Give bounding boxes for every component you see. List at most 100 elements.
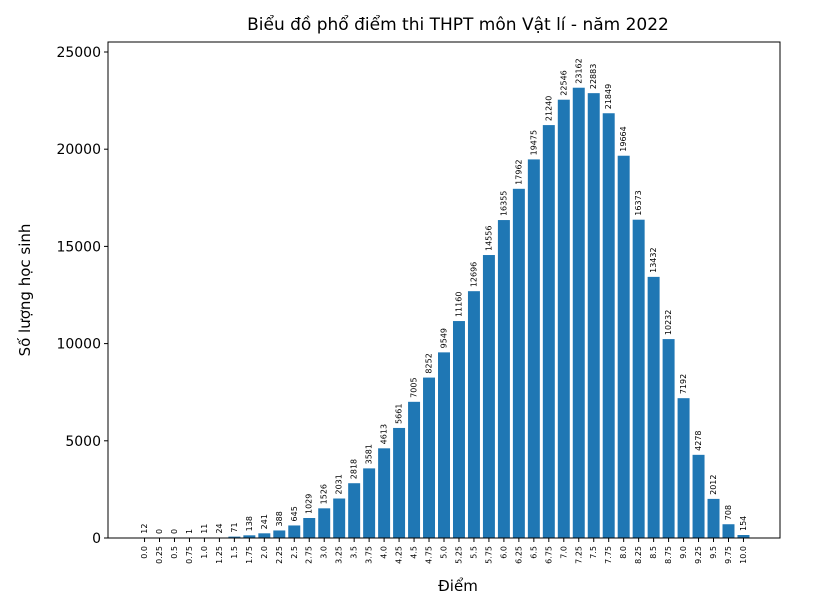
value-label: 22883 — [589, 64, 598, 89]
x-tick-label: 0.75 — [185, 546, 194, 564]
bar — [243, 535, 256, 538]
x-tick-label: 1.75 — [245, 546, 254, 564]
x-tick-label: 7.0 — [559, 546, 568, 559]
value-label: 0 — [155, 529, 164, 534]
value-label: 1029 — [305, 494, 314, 514]
bar — [452, 321, 465, 538]
bar — [482, 255, 495, 538]
x-tick-label: 0.25 — [155, 546, 164, 564]
value-label: 388 — [275, 511, 284, 526]
bar — [572, 87, 585, 538]
x-tick-label: 2.75 — [305, 546, 314, 564]
bar — [647, 276, 660, 538]
value-label: 2031 — [335, 474, 344, 494]
value-label: 0 — [170, 529, 179, 534]
bar — [587, 93, 600, 538]
bar — [662, 339, 675, 538]
x-tick-label: 9.0 — [679, 546, 688, 559]
value-label: 12696 — [469, 262, 478, 287]
value-label: 21849 — [604, 84, 613, 109]
bar — [467, 291, 480, 538]
x-tick-label: 8.5 — [649, 546, 658, 559]
x-tick-label: 4.5 — [410, 546, 419, 559]
axes-frame — [107, 41, 781, 539]
value-label: 19664 — [619, 126, 628, 151]
y-tick-label: 15000 — [56, 239, 101, 255]
value-label: 13432 — [649, 247, 658, 272]
value-label: 1 — [185, 529, 194, 534]
x-tick-label: 1.0 — [200, 546, 209, 559]
bar — [692, 454, 705, 538]
y-axis-label: Số lượng học sinh — [16, 224, 34, 357]
bar — [707, 498, 720, 538]
value-label: 9549 — [440, 328, 449, 348]
value-label: 7005 — [410, 377, 419, 397]
bar — [348, 483, 361, 538]
value-label: 71 — [230, 522, 239, 532]
x-tick-label: 8.25 — [634, 546, 643, 564]
value-label: 17962 — [514, 159, 523, 184]
value-label: 8252 — [425, 353, 434, 373]
x-tick-label: 5.25 — [454, 546, 463, 564]
x-tick-label: 2.25 — [275, 546, 284, 564]
value-label: 19475 — [529, 130, 538, 155]
x-tick-label: 0.0 — [140, 546, 149, 559]
value-label: 10232 — [664, 310, 673, 335]
bar — [393, 427, 406, 538]
x-tick-label: 3.0 — [320, 546, 329, 559]
value-label: 4278 — [694, 430, 703, 450]
y-tick-label: 25000 — [56, 45, 101, 61]
value-label: 2818 — [350, 459, 359, 479]
value-label: 22546 — [559, 70, 568, 95]
value-label: 645 — [290, 506, 299, 521]
x-tick-label: 0.5 — [170, 546, 179, 559]
x-tick-label: 2.5 — [290, 546, 299, 559]
x-tick-label: 6.25 — [514, 546, 523, 564]
x-tick-label: 5.0 — [440, 546, 449, 559]
bar — [557, 99, 570, 539]
value-label: 7192 — [679, 374, 688, 394]
y-tick-label: 20000 — [56, 142, 101, 158]
bar — [228, 536, 241, 538]
value-label: 12 — [140, 524, 149, 534]
value-label: 2012 — [709, 475, 718, 495]
x-tick-label: 4.75 — [425, 546, 434, 564]
x-tick-label: 9.75 — [724, 546, 733, 564]
bar — [318, 508, 331, 538]
x-tick-label: 9.5 — [709, 546, 718, 559]
bar — [512, 188, 525, 538]
value-label: 14556 — [484, 226, 493, 251]
x-tick-label: 9.25 — [694, 546, 703, 564]
bar — [527, 159, 540, 538]
chart-title: Biểu đồ phổ điểm thi THPT môn Vật lí - n… — [247, 14, 669, 35]
bar — [438, 352, 450, 538]
bar — [617, 155, 630, 538]
value-label: 3581 — [365, 444, 374, 464]
y-tick-label: 0 — [92, 531, 101, 547]
bar — [273, 530, 286, 538]
value-label: 708 — [724, 505, 733, 520]
value-label: 4613 — [380, 424, 389, 444]
x-tick-label: 3.75 — [365, 546, 374, 564]
value-label: 138 — [245, 516, 254, 531]
bar — [423, 377, 436, 538]
x-tick-label: 6.0 — [499, 546, 508, 559]
x-tick-label: 4.25 — [395, 546, 404, 564]
bar — [722, 524, 735, 538]
y-tick-label: 10000 — [56, 337, 101, 353]
x-tick-label: 7.5 — [589, 546, 598, 559]
bar — [288, 525, 301, 538]
x-axis-label: Điểm — [438, 577, 478, 595]
bar — [497, 220, 510, 538]
bar — [542, 125, 555, 538]
x-tick-label: 5.5 — [469, 546, 478, 559]
x-tick-label: 6.75 — [544, 546, 553, 564]
x-tick-label: 1.5 — [230, 546, 239, 559]
x-tick-label: 8.75 — [664, 546, 673, 564]
x-tick-label: 7.25 — [574, 546, 583, 564]
y-tick-label: 5000 — [65, 434, 101, 450]
value-label: 24 — [215, 523, 224, 533]
x-tick-label: 6.5 — [529, 546, 538, 559]
bar — [677, 398, 690, 538]
